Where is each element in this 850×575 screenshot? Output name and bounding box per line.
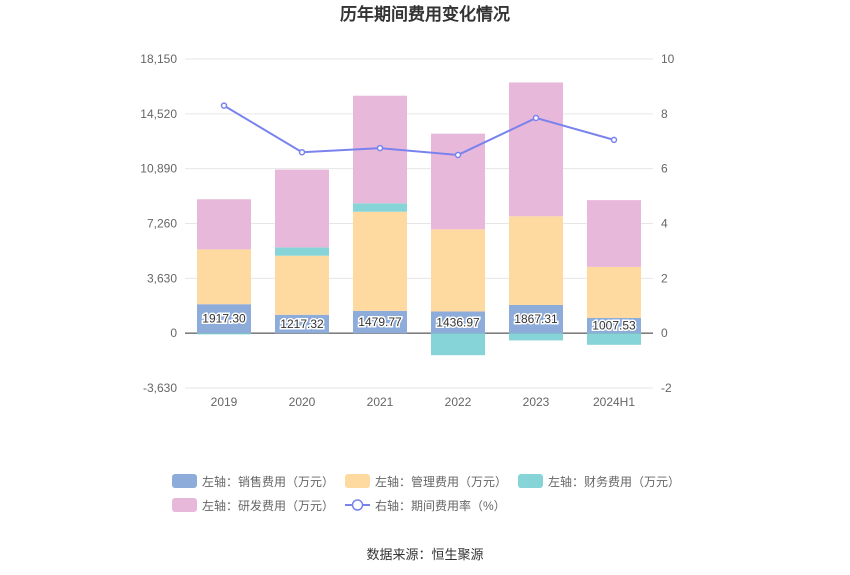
bar-series-3-2020 [275,169,329,248]
bar-series-0-2021 [353,310,407,334]
grid [185,58,653,389]
legend: 左轴：销售费用（万元） 左轴：管理费用（万元） 左轴：财务费用（万元） 左轴：研发费用… [172,474,680,513]
rate-line [220,102,618,159]
legend-item-1[interactable]: 左轴：管理费用（万元） [345,474,507,489]
left-tick-label: 10,890 [140,162,177,176]
bar-series-0-2023 [509,304,563,334]
x-tick-label: 2019 [211,395,238,409]
bar-series-1-2024H1 [587,266,641,318]
bar-series-2-2023 [509,333,563,341]
left-tick-label: 0 [170,326,177,340]
x-tick-label: 2021 [367,395,394,409]
chart-title: 历年期间费用变化情况 [340,4,510,24]
bar-series-1-2022 [431,229,485,312]
axes: 18,150 14,520 10,890 7,260 3,630 0 -3,630 10 8 6 4… [140,52,674,409]
right-tick-label: 6 [661,162,668,176]
sales-data-label: 1917.30 [202,312,246,326]
bar-series-3-2022 [431,133,485,230]
legend-item-0[interactable]: 左轴：销售费用（万元） [172,474,334,489]
rate-point-2019 [220,102,228,109]
source-note: 数据来源：恒生聚源 [366,547,483,562]
rate-point-2023 [532,114,540,122]
data-labels: 1917.30 1217.32 1479.77 1436.97 1867.31 1007.… [201,310,638,334]
rate-point-2022 [454,151,462,159]
bar-series-2-2020 [275,247,329,256]
right-tick-label: -2 [661,381,672,395]
bar-series-3-2019 [197,199,251,250]
legend-label: 左轴：财务费用（万元） [548,474,680,489]
rate-point-2024H1 [610,136,618,144]
legend-swatch [172,474,197,488]
sales-data-label: 1007.53 [592,319,636,333]
left-tick-label: 18,150 [140,52,177,66]
legend-item-2[interactable]: 左轴：财务费用（万元） [518,474,680,489]
left-tick-label: 3,630 [147,271,177,285]
left-tick-label: 14,520 [140,107,177,121]
bar-series-3-2023 [509,82,563,217]
legend-swatch [518,474,543,488]
bar-series-1-2019 [197,249,251,305]
legend-label: 右轴：期间费用率（%） [375,498,506,513]
bar-series-0-2019 [197,304,251,334]
x-tick-label: 2022 [445,395,472,409]
bar-series-3-2024H1 [587,200,641,267]
bar-series-1-2020 [275,255,329,315]
rate-point-2021 [376,144,384,152]
legend-swatch [345,474,370,488]
sales-data-label: 1867.31 [514,312,558,326]
x-tick-label: 2024H1 [593,395,635,409]
bars [197,82,641,356]
bar-series-1-2021 [353,211,407,311]
right-tick-label: 4 [661,217,668,231]
right-tick-label: 0 [661,326,668,340]
left-tick-label: -3,630 [143,381,177,395]
legend-label: 左轴：销售费用（万元） [202,474,334,489]
x-tick-label: 2020 [289,395,316,409]
bar-series-2-2021 [353,203,407,212]
right-tick-label: 2 [661,271,668,285]
legend-item-4[interactable]: 右轴：期间费用率（%） [345,498,506,513]
legend-label: 左轴：研发费用（万元） [202,498,334,513]
legend-swatch [172,498,197,512]
x-tick-label: 2023 [523,395,550,409]
bar-series-1-2023 [509,216,563,305]
rate-point-2020 [298,148,306,156]
bar-series-0-2020 [275,314,329,334]
right-tick-label: 10 [661,52,675,66]
bar-series-2-2022 [431,333,485,356]
left-tick-label: 7,260 [147,217,177,231]
bar-series-0-2022 [431,311,485,334]
bar-series-2-2024H1 [587,333,641,345]
sales-data-label: 1436.97 [436,315,480,329]
legend-line-marker [351,499,364,511]
sales-data-label: 1217.32 [280,317,324,331]
right-tick-label: 8 [661,107,668,121]
legend-item-3[interactable]: 左轴：研发费用（万元） [172,498,334,513]
bar-series-0-2024H1 [587,317,641,334]
bar-series-2-2019 [197,333,251,335]
legend-label: 左轴：管理费用（万元） [375,474,507,489]
sales-data-label: 1479.77 [358,315,402,329]
rate-line-path [223,104,615,156]
